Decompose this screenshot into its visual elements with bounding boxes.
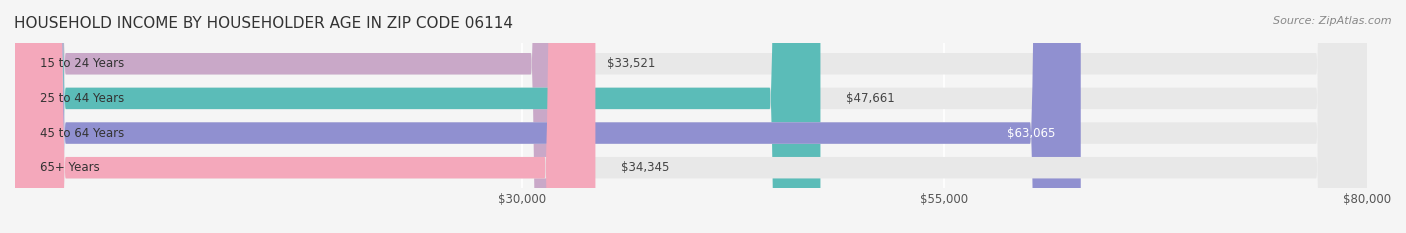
Text: 45 to 64 Years: 45 to 64 Years [41, 127, 125, 140]
Text: 65+ Years: 65+ Years [41, 161, 100, 174]
FancyBboxPatch shape [15, 0, 821, 233]
Text: $47,661: $47,661 [846, 92, 894, 105]
Text: 25 to 44 Years: 25 to 44 Years [41, 92, 125, 105]
Text: $33,521: $33,521 [607, 57, 655, 70]
Text: HOUSEHOLD INCOME BY HOUSEHOLDER AGE IN ZIP CODE 06114: HOUSEHOLD INCOME BY HOUSEHOLDER AGE IN Z… [14, 16, 513, 31]
FancyBboxPatch shape [15, 0, 1081, 233]
FancyBboxPatch shape [15, 0, 1367, 233]
FancyBboxPatch shape [15, 0, 595, 233]
Text: Source: ZipAtlas.com: Source: ZipAtlas.com [1274, 16, 1392, 26]
Text: $63,065: $63,065 [1007, 127, 1056, 140]
FancyBboxPatch shape [15, 0, 1367, 233]
FancyBboxPatch shape [15, 0, 1367, 233]
Text: $34,345: $34,345 [621, 161, 669, 174]
FancyBboxPatch shape [15, 0, 582, 233]
FancyBboxPatch shape [15, 0, 1367, 233]
Text: 15 to 24 Years: 15 to 24 Years [41, 57, 125, 70]
